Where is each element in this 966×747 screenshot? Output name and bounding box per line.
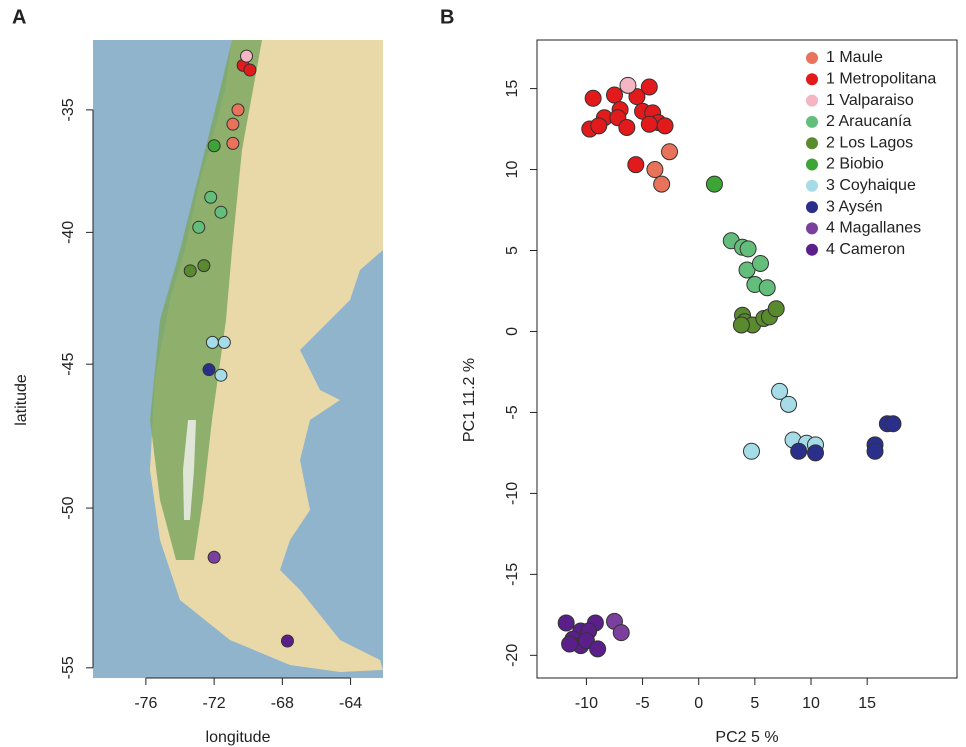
x-tick-label: 5 xyxy=(750,695,759,712)
x-axis-label: PC2 5 % xyxy=(715,729,778,746)
x-tick-label: -5 xyxy=(635,695,649,712)
legend-label: 3 Aysén xyxy=(826,198,883,215)
legend-swatch xyxy=(806,95,818,107)
legend-swatch xyxy=(806,180,818,192)
legend-swatch xyxy=(806,159,818,171)
y-tick-label: -40 xyxy=(60,221,77,244)
y-tick-label: 5 xyxy=(504,246,521,255)
y-tick-label: -50 xyxy=(60,496,77,519)
y-tick-label: -15 xyxy=(504,563,521,586)
legend-label: 1 Maule xyxy=(826,49,883,66)
x-tick-label: 15 xyxy=(858,695,876,712)
sample-point xyxy=(662,144,678,160)
y-tick-label: -55 xyxy=(60,656,77,679)
sample-point xyxy=(808,445,824,461)
y-tick-label: -45 xyxy=(60,353,77,376)
sample-point xyxy=(768,301,784,317)
x-tick-label: -10 xyxy=(575,695,598,712)
sample-point xyxy=(205,191,217,203)
sample-point xyxy=(743,443,759,459)
x-tick-label: -68 xyxy=(271,695,294,712)
y-tick-label: -35 xyxy=(60,98,77,121)
legend-label: 4 Cameron xyxy=(826,241,905,258)
sample-point xyxy=(215,369,227,381)
sample-point xyxy=(752,255,768,271)
x-tick-label: -64 xyxy=(339,695,362,712)
legend-label: 2 Biobio xyxy=(826,156,884,173)
sample-point xyxy=(208,551,220,563)
x-tick-label: -76 xyxy=(134,695,157,712)
sample-point xyxy=(590,641,606,657)
sample-point xyxy=(184,265,196,277)
x-axis-label: longitude xyxy=(206,729,271,746)
y-axis-label: latitude xyxy=(13,374,30,426)
legend-swatch xyxy=(806,52,818,64)
sample-point xyxy=(244,64,256,76)
sample-point xyxy=(193,221,205,233)
sample-point xyxy=(654,176,670,192)
sample-point xyxy=(619,119,635,135)
sample-point xyxy=(558,615,574,631)
sample-point xyxy=(206,336,218,348)
legend-swatch xyxy=(806,73,818,85)
sample-point xyxy=(759,280,775,296)
y-tick-label: 10 xyxy=(504,161,521,179)
y-tick-label: 0 xyxy=(504,327,521,336)
sample-point xyxy=(218,336,230,348)
sample-point xyxy=(647,162,663,178)
sample-point xyxy=(867,443,883,459)
y-tick-label: 15 xyxy=(504,80,521,98)
legend-swatch xyxy=(806,244,818,256)
sample-point xyxy=(585,90,601,106)
legend-label: 3 Coyhaique xyxy=(826,177,916,194)
x-tick-label: 10 xyxy=(802,695,820,712)
x-tick-label: -72 xyxy=(203,695,226,712)
sample-point xyxy=(241,50,253,62)
legend-label: 2 Los Lagos xyxy=(826,134,913,151)
sample-point xyxy=(781,396,797,412)
y-tick-label: -20 xyxy=(504,644,521,667)
sample-point xyxy=(198,260,210,272)
sample-point xyxy=(733,317,749,333)
legend-label: 1 Metropolitana xyxy=(826,71,936,88)
y-axis-label: PC1 11.2 % xyxy=(461,358,478,442)
sample-point xyxy=(657,118,673,134)
y-tick-label: -5 xyxy=(504,405,521,419)
sample-point xyxy=(227,118,239,130)
y-tick-label: -10 xyxy=(504,482,521,505)
sample-point xyxy=(628,157,644,173)
sample-point xyxy=(613,625,629,641)
sample-point xyxy=(885,416,901,432)
sample-point xyxy=(281,635,293,647)
legend-swatch xyxy=(806,137,818,149)
sample-point xyxy=(641,79,657,95)
sample-point xyxy=(215,206,227,218)
sample-point xyxy=(203,364,215,376)
sample-point xyxy=(227,137,239,149)
panel-label: A xyxy=(12,6,26,28)
sample-point xyxy=(606,87,622,103)
sample-point xyxy=(641,116,657,132)
legend-swatch xyxy=(806,201,818,213)
sample-point xyxy=(706,176,722,192)
sample-point xyxy=(791,443,807,459)
legend-label: 2 Araucanía xyxy=(826,113,912,130)
sample-point xyxy=(562,636,578,652)
panel-label: B xyxy=(440,6,454,28)
figure: Alongitude latitude -76 -72 -68 -64 -35 -40 -45 -… xyxy=(0,0,966,747)
sample-point xyxy=(591,118,607,134)
sample-point xyxy=(620,77,636,93)
legend-label: 4 Magallanes xyxy=(826,220,921,237)
legend-swatch xyxy=(806,116,818,128)
sample-point xyxy=(740,241,756,257)
legend-swatch xyxy=(806,222,818,234)
x-tick-label: 0 xyxy=(694,695,703,712)
sample-point xyxy=(208,140,220,152)
legend-label: 1 Valparaiso xyxy=(826,92,914,109)
sample-point xyxy=(232,104,244,116)
